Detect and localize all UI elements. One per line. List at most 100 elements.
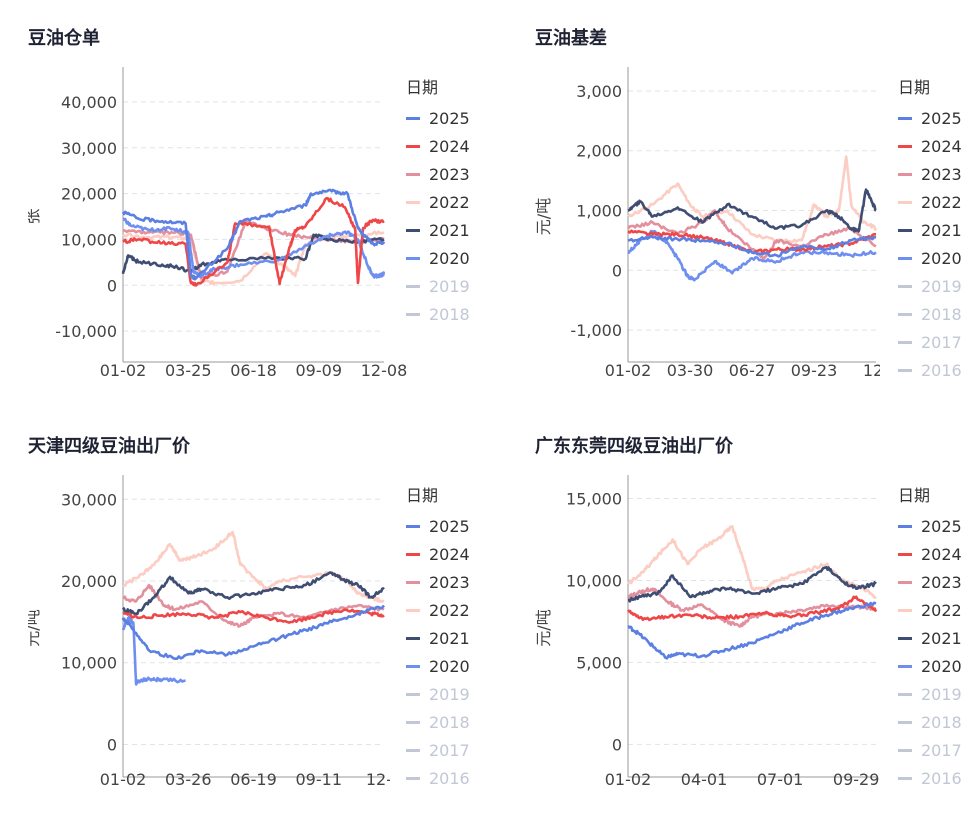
legend-item-2022[interactable]: 2022 (898, 188, 978, 216)
legend-item-2024[interactable]: 2024 (406, 540, 486, 568)
legend-label: 2019 (429, 684, 470, 704)
legend-item-2017[interactable]: 2017 (898, 736, 978, 764)
legend-swatch (898, 144, 912, 148)
x-tick-label: 09-09 (296, 361, 343, 380)
y-tick-label: -1,000 (570, 321, 622, 340)
legend-item-2023[interactable]: 2023 (898, 160, 978, 188)
legend-item-2022[interactable]: 2022 (406, 596, 486, 624)
legend-label: 2023 (921, 164, 962, 184)
legend-swatch (898, 368, 912, 372)
legend-swatch (406, 664, 420, 668)
legend-item-2018[interactable]: 2018 (898, 708, 978, 736)
x-tick-label: 01-02 (605, 770, 652, 789)
legend-item-2022[interactable]: 2022 (406, 188, 486, 216)
legend-swatch (898, 776, 912, 780)
legend-item-2017[interactable]: 2017 (406, 736, 486, 764)
legend-item-2023[interactable]: 2023 (406, 568, 486, 596)
legend-swatch (898, 552, 912, 556)
legend-label: 2018 (921, 712, 962, 732)
legend-swatch (898, 720, 912, 724)
y-tick-label: 15,000 (566, 489, 622, 508)
x-tick-label: 01-02 (100, 770, 147, 789)
x-tick-label: 09-23 (791, 361, 838, 380)
series-line-2024 (626, 595, 878, 622)
legend-item-2022[interactable]: 2022 (898, 596, 978, 624)
x-tick-label: 12- (863, 361, 880, 380)
x-tick-label: 06-19 (230, 770, 277, 789)
y-tick-label: 10,000 (61, 654, 117, 673)
legend-item-2021[interactable]: 2021 (406, 624, 486, 652)
legend-item-2020[interactable]: 2020 (406, 652, 486, 680)
legend-swatch (898, 256, 912, 260)
x-tick-label: 04-01 (681, 770, 728, 789)
legend-label: 2021 (921, 628, 962, 648)
legend-swatch (406, 228, 420, 232)
legend-swatch (898, 524, 912, 528)
legend-swatch (898, 636, 912, 640)
series-line-2025 (627, 234, 877, 258)
x-tick-label: 07-01 (757, 770, 804, 789)
x-tick-label: 09-29 (833, 770, 880, 789)
legend-item-2020[interactable]: 2020 (898, 652, 978, 680)
chart-panel-warehouse-receipts: 豆油仓单 -10,000 0 10,000 20,000 30,000 40,000 张 01… (28, 24, 503, 414)
series-line-2020 (121, 615, 186, 686)
y-tick-label: 40,000 (61, 93, 117, 112)
legend-title: 日期 (406, 486, 439, 505)
legend-item-2025[interactable]: 2025 (898, 512, 978, 540)
legend-item-2025[interactable]: 2025 (406, 512, 486, 540)
legend-swatch (898, 692, 912, 696)
legend-label: 2022 (921, 192, 962, 212)
series-line-2021 (121, 571, 385, 616)
x-tick-label: 01-02 (605, 361, 652, 380)
legend-item-2020[interactable]: 2020 (898, 244, 978, 272)
legend-label: 2023 (429, 164, 470, 184)
legend-label: 2021 (429, 628, 470, 648)
legend-swatch (406, 256, 420, 260)
legend-item-2021[interactable]: 2021 (406, 216, 486, 244)
legend-item-2025[interactable]: 2025 (898, 104, 978, 132)
x-tick-label: 01-02 (100, 361, 147, 380)
legend-swatch (898, 664, 912, 668)
legend-item-2024[interactable]: 2024 (406, 132, 486, 160)
legend-item-2019[interactable]: 2019 (406, 272, 486, 300)
legend-label: 2017 (429, 740, 470, 760)
legend-swatch (898, 172, 912, 176)
legend-item-2021[interactable]: 2021 (898, 216, 978, 244)
chart-legend: 日期 2025 2024 2023 2022 2021 2020 2019 2018 2017 2… (898, 74, 978, 384)
legend-item-2019[interactable]: 2019 (898, 272, 978, 300)
series-line-2021 (627, 566, 877, 603)
legend-item-2025[interactable]: 2025 (406, 104, 486, 132)
legend-swatch (406, 776, 420, 780)
legend-label: 2025 (921, 108, 962, 128)
y-tick-label: 5,000 (576, 653, 622, 672)
legend-label: 2024 (921, 136, 962, 156)
series-line-2022 (122, 530, 385, 603)
legend-item-2023[interactable]: 2023 (406, 160, 486, 188)
legend-label: 2021 (429, 220, 470, 240)
chart-plot: 0 5,000 10,000 15,000 元/吨 01-02 04-01 07-01 09-2… (535, 475, 880, 789)
legend-swatch (406, 144, 420, 148)
legend-item-2020[interactable]: 2020 (406, 244, 486, 272)
legend-item-2023[interactable]: 2023 (898, 568, 978, 596)
legend-item-2016[interactable]: 2016 (898, 764, 978, 792)
y-tick-label: 10,000 (61, 230, 117, 249)
legend-swatch (898, 312, 912, 316)
legend-swatch (898, 580, 912, 584)
legend-item-2019[interactable]: 2019 (406, 680, 486, 708)
legend-item-2024[interactable]: 2024 (898, 132, 978, 160)
legend-item-2016[interactable]: 2016 (898, 356, 978, 384)
legend-label: 2018 (921, 304, 962, 324)
y-tick-label: 3,000 (576, 82, 622, 101)
y-tick-label: 20,000 (61, 185, 117, 204)
legend-item-2018[interactable]: 2018 (406, 300, 486, 328)
legend-item-2018[interactable]: 2018 (406, 708, 486, 736)
legend-label: 2019 (921, 276, 962, 296)
legend-item-2021[interactable]: 2021 (898, 624, 978, 652)
legend-item-2024[interactable]: 2024 (898, 540, 978, 568)
legend-item-2019[interactable]: 2019 (898, 680, 978, 708)
y-axis-label: 元/吨 (535, 609, 553, 646)
legend-item-2016[interactable]: 2016 (406, 764, 486, 792)
legend-item-2018[interactable]: 2018 (898, 300, 978, 328)
legend-item-2017[interactable]: 2017 (898, 328, 978, 356)
legend-swatch (406, 748, 420, 752)
